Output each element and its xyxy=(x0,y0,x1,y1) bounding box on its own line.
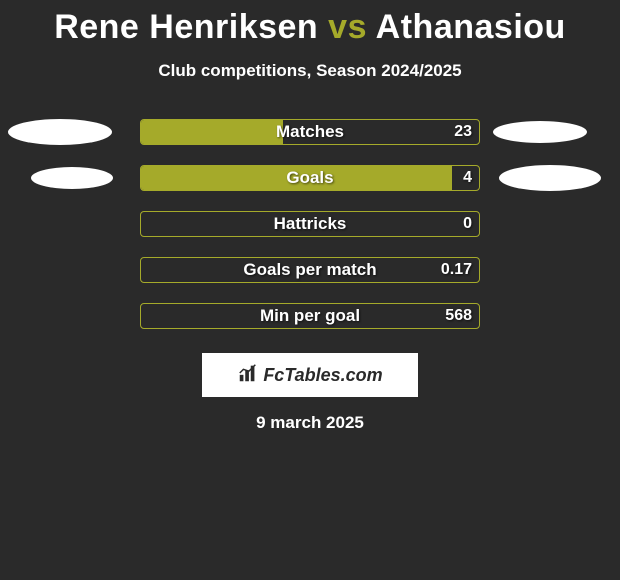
chart-row: Hattricks0 xyxy=(0,201,620,247)
left-value-ellipse xyxy=(31,167,113,189)
bar-track xyxy=(140,303,480,329)
right-value-ellipse xyxy=(493,121,587,143)
watermark-text: FcTables.com xyxy=(263,365,382,386)
bar-fill xyxy=(141,120,283,144)
left-value-ellipse xyxy=(8,119,112,145)
page-root: Rene Henriksen vs Athanasiou Club compet… xyxy=(0,0,620,580)
title-player1: Rene Henriksen xyxy=(54,8,318,46)
title-vs: vs xyxy=(328,8,367,46)
bar-track xyxy=(140,165,480,191)
chart-row: Matches23 xyxy=(0,109,620,155)
bar-fill xyxy=(141,166,452,190)
date-label: 9 march 2025 xyxy=(0,413,620,433)
title-player2: Athanasiou xyxy=(376,8,566,46)
bar-chart-icon xyxy=(237,362,259,389)
bar-track xyxy=(140,119,480,145)
chart-row: Goals4 xyxy=(0,155,620,201)
chart-row: Goals per match0.17 xyxy=(0,247,620,293)
right-value-ellipse xyxy=(499,165,601,191)
subtitle: Club competitions, Season 2024/2025 xyxy=(0,61,620,81)
watermark: FcTables.com xyxy=(202,353,418,397)
chart-row: Min per goal568 xyxy=(0,293,620,339)
bar-track xyxy=(140,257,480,283)
page-title: Rene Henriksen vs Athanasiou xyxy=(0,0,620,47)
comparison-chart: Matches23Goals4Hattricks0Goals per match… xyxy=(0,109,620,339)
bar-track xyxy=(140,211,480,237)
